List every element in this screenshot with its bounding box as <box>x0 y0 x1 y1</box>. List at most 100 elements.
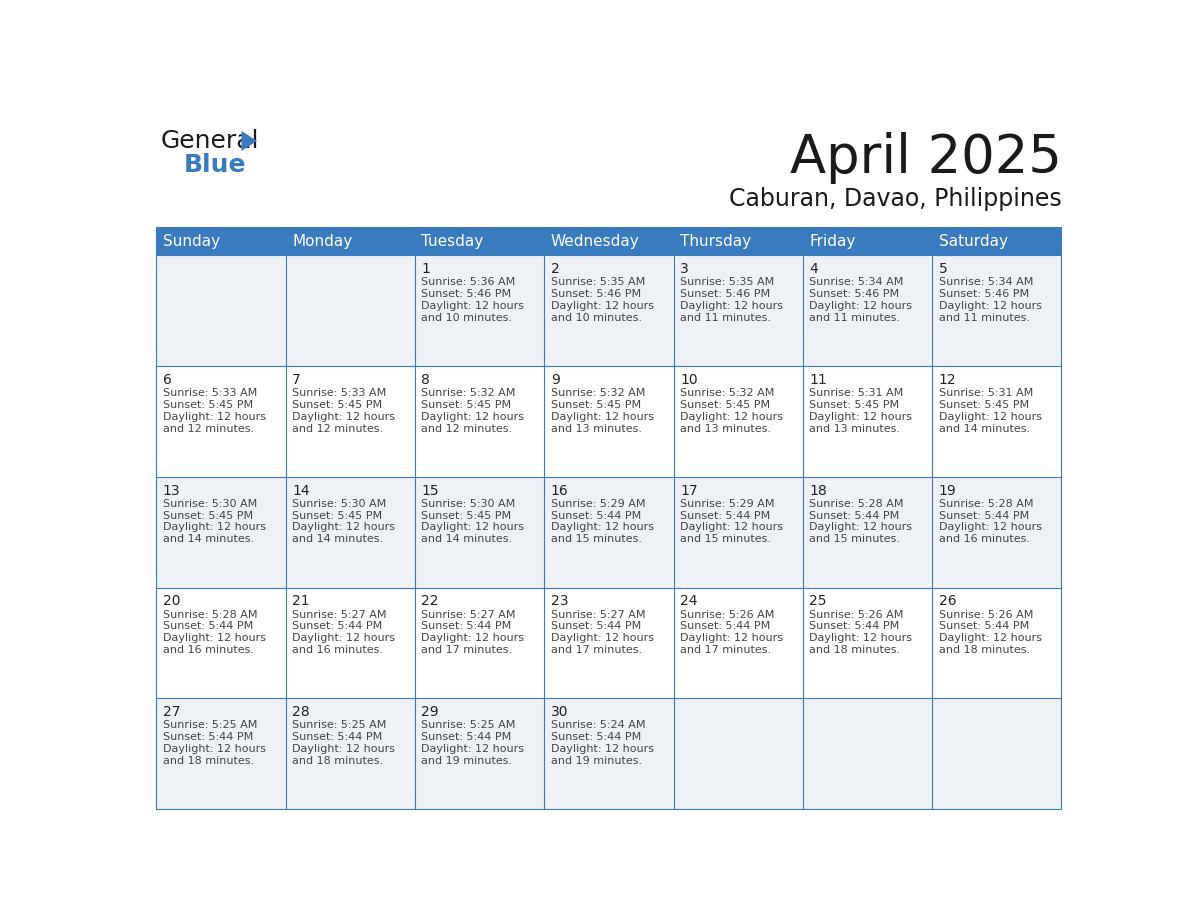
Bar <box>674 699 803 810</box>
Text: Sunset: 5:46 PM: Sunset: 5:46 PM <box>939 289 1029 298</box>
Bar <box>544 476 674 588</box>
Text: Sunset: 5:44 PM: Sunset: 5:44 PM <box>292 733 383 743</box>
Text: Sunrise: 5:32 AM: Sunrise: 5:32 AM <box>680 387 775 397</box>
Text: Sunset: 5:45 PM: Sunset: 5:45 PM <box>292 399 383 409</box>
Text: Sunrise: 5:30 AM: Sunrise: 5:30 AM <box>422 498 516 509</box>
Text: Daylight: 12 hours: Daylight: 12 hours <box>939 411 1042 421</box>
Text: Sunrise: 5:29 AM: Sunrise: 5:29 AM <box>551 498 645 509</box>
Text: Sunset: 5:46 PM: Sunset: 5:46 PM <box>551 289 640 298</box>
Bar <box>803 227 933 255</box>
Bar <box>544 699 674 810</box>
Bar <box>803 255 933 365</box>
Text: Daylight: 12 hours: Daylight: 12 hours <box>292 522 396 532</box>
Text: 11: 11 <box>809 373 827 386</box>
Text: and 13 minutes.: and 13 minutes. <box>551 423 642 433</box>
Text: and 16 minutes.: and 16 minutes. <box>292 645 383 655</box>
Bar <box>544 365 674 476</box>
Text: 21: 21 <box>292 595 310 609</box>
Text: 16: 16 <box>551 484 568 498</box>
Text: Daylight: 12 hours: Daylight: 12 hours <box>422 744 524 755</box>
Text: Sunset: 5:45 PM: Sunset: 5:45 PM <box>292 510 383 521</box>
Text: Daylight: 12 hours: Daylight: 12 hours <box>163 633 266 644</box>
Text: 14: 14 <box>292 484 310 498</box>
Text: 24: 24 <box>680 595 697 609</box>
Text: Sunrise: 5:36 AM: Sunrise: 5:36 AM <box>422 277 516 286</box>
Text: and 18 minutes.: and 18 minutes. <box>939 645 1030 655</box>
Text: Daylight: 12 hours: Daylight: 12 hours <box>551 301 653 310</box>
Text: and 19 minutes.: and 19 minutes. <box>551 756 642 767</box>
Bar <box>285 365 415 476</box>
Text: 22: 22 <box>422 595 438 609</box>
Text: and 14 minutes.: and 14 minutes. <box>939 423 1030 433</box>
Bar <box>674 227 803 255</box>
Text: and 10 minutes.: and 10 minutes. <box>551 313 642 322</box>
Text: Sunrise: 5:26 AM: Sunrise: 5:26 AM <box>680 610 775 620</box>
Text: Sunrise: 5:25 AM: Sunrise: 5:25 AM <box>292 721 386 731</box>
Text: Sunset: 5:44 PM: Sunset: 5:44 PM <box>551 733 640 743</box>
Text: General: General <box>160 129 259 153</box>
Text: Sunrise: 5:25 AM: Sunrise: 5:25 AM <box>163 721 257 731</box>
Bar <box>157 476 285 588</box>
Text: Daylight: 12 hours: Daylight: 12 hours <box>292 411 396 421</box>
Text: Sunset: 5:45 PM: Sunset: 5:45 PM <box>551 399 640 409</box>
Text: Caburan, Davao, Philippines: Caburan, Davao, Philippines <box>728 187 1061 211</box>
Text: Sunday: Sunday <box>163 233 220 249</box>
Text: 23: 23 <box>551 595 568 609</box>
Text: Sunrise: 5:24 AM: Sunrise: 5:24 AM <box>551 721 645 731</box>
Bar <box>933 476 1061 588</box>
Text: and 13 minutes.: and 13 minutes. <box>680 423 771 433</box>
Bar <box>415 699 544 810</box>
Text: Daylight: 12 hours: Daylight: 12 hours <box>680 301 783 310</box>
Bar <box>933 588 1061 699</box>
Text: Sunset: 5:44 PM: Sunset: 5:44 PM <box>939 621 1029 632</box>
Text: 25: 25 <box>809 595 827 609</box>
Text: 27: 27 <box>163 705 181 720</box>
Bar <box>157 255 285 365</box>
Text: and 16 minutes.: and 16 minutes. <box>939 534 1030 544</box>
Text: Sunset: 5:44 PM: Sunset: 5:44 PM <box>422 733 512 743</box>
Bar <box>157 699 285 810</box>
Bar <box>285 255 415 365</box>
Text: Saturday: Saturday <box>939 233 1007 249</box>
Text: Sunset: 5:46 PM: Sunset: 5:46 PM <box>422 289 512 298</box>
Text: Monday: Monday <box>292 233 353 249</box>
Text: Sunrise: 5:28 AM: Sunrise: 5:28 AM <box>163 610 258 620</box>
Text: April 2025: April 2025 <box>790 131 1061 184</box>
Text: 30: 30 <box>551 705 568 720</box>
Text: Sunrise: 5:35 AM: Sunrise: 5:35 AM <box>551 277 645 286</box>
Text: Daylight: 12 hours: Daylight: 12 hours <box>680 522 783 532</box>
Text: Sunset: 5:44 PM: Sunset: 5:44 PM <box>809 510 899 521</box>
Text: Sunset: 5:45 PM: Sunset: 5:45 PM <box>163 510 253 521</box>
Text: and 17 minutes.: and 17 minutes. <box>422 645 512 655</box>
Bar <box>803 365 933 476</box>
Text: Sunrise: 5:26 AM: Sunrise: 5:26 AM <box>809 610 904 620</box>
Text: and 15 minutes.: and 15 minutes. <box>551 534 642 544</box>
Bar <box>415 588 544 699</box>
Text: Sunrise: 5:31 AM: Sunrise: 5:31 AM <box>939 387 1032 397</box>
Text: and 10 minutes.: and 10 minutes. <box>422 313 512 322</box>
Bar <box>157 588 285 699</box>
Text: Friday: Friday <box>809 233 855 249</box>
Text: Wednesday: Wednesday <box>551 233 639 249</box>
Bar <box>285 699 415 810</box>
Text: 29: 29 <box>422 705 440 720</box>
Bar <box>285 476 415 588</box>
Text: Daylight: 12 hours: Daylight: 12 hours <box>809 411 912 421</box>
Text: Daylight: 12 hours: Daylight: 12 hours <box>163 522 266 532</box>
Text: and 11 minutes.: and 11 minutes. <box>680 313 771 322</box>
Text: and 15 minutes.: and 15 minutes. <box>809 534 901 544</box>
Text: 9: 9 <box>551 373 560 386</box>
Text: Sunset: 5:46 PM: Sunset: 5:46 PM <box>680 289 770 298</box>
Text: 13: 13 <box>163 484 181 498</box>
Text: 4: 4 <box>809 262 819 275</box>
Text: Sunset: 5:44 PM: Sunset: 5:44 PM <box>551 510 640 521</box>
Text: Sunset: 5:45 PM: Sunset: 5:45 PM <box>809 399 899 409</box>
Text: Daylight: 12 hours: Daylight: 12 hours <box>680 411 783 421</box>
Text: Daylight: 12 hours: Daylight: 12 hours <box>163 744 266 755</box>
Bar <box>415 255 544 365</box>
Text: Sunrise: 5:28 AM: Sunrise: 5:28 AM <box>809 498 904 509</box>
Bar <box>674 255 803 365</box>
Bar <box>803 588 933 699</box>
Text: and 11 minutes.: and 11 minutes. <box>809 313 901 322</box>
Text: Sunrise: 5:33 AM: Sunrise: 5:33 AM <box>292 387 386 397</box>
